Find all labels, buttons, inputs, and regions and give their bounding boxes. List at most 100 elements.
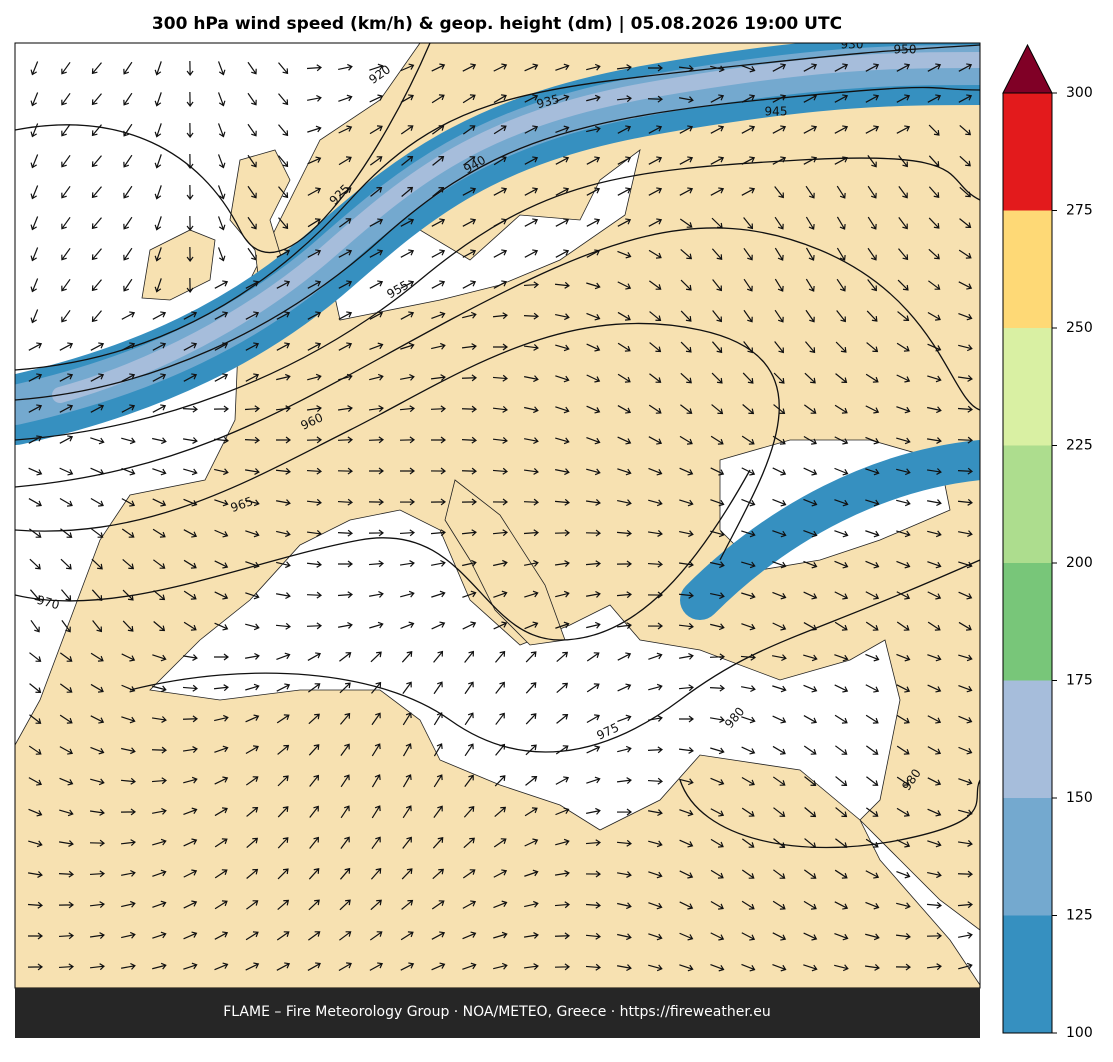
wind-arrow (214, 468, 229, 476)
wind-arrow (431, 931, 446, 940)
wind-arrow (680, 310, 692, 322)
wind-arrow (306, 622, 322, 630)
wind-arrow (370, 899, 382, 911)
wind-arrow (896, 776, 910, 786)
wind-arrow (59, 683, 73, 693)
wind-arrow (896, 530, 911, 538)
wind-arrow (804, 404, 817, 414)
wind-arrow (834, 964, 849, 972)
wind-arrow (679, 778, 694, 786)
wind-arrow (244, 468, 260, 475)
wind-arrow (957, 375, 973, 382)
wind-arrow (898, 186, 908, 199)
wind-arrow (154, 278, 162, 293)
wind-arrow (958, 654, 973, 662)
wind-arrow (679, 809, 694, 817)
wind-arrow (433, 681, 443, 695)
wind-arrow (401, 186, 414, 197)
wind-arrow (865, 933, 880, 941)
wind-arrow (804, 776, 817, 786)
wind-arrow (400, 373, 415, 381)
wind-arrow (29, 683, 42, 694)
wind-arrow (123, 154, 133, 168)
wind-arrow (400, 590, 415, 598)
wind-arrow (555, 249, 570, 258)
wind-arrow (741, 561, 756, 569)
wind-arrow (926, 437, 942, 444)
wind-arrow (617, 125, 632, 134)
wind-arrow (494, 775, 506, 787)
wind-arrow (30, 92, 39, 107)
wind-arrow (121, 373, 136, 382)
wind-arrow (836, 216, 846, 230)
wind-arrow (462, 94, 476, 104)
wind-arrow (121, 437, 136, 445)
wind-arrow (741, 498, 756, 507)
wind-arrow (648, 933, 663, 941)
wind-arrow (710, 623, 725, 631)
wind-arrow (867, 247, 877, 261)
wind-arrow (246, 900, 259, 910)
wind-arrow (277, 899, 290, 911)
wind-arrow (217, 92, 226, 107)
wind-arrow (154, 247, 162, 262)
wind-arrow (29, 714, 42, 724)
map-area: 9209259309359409459509559609659709759809… (15, 43, 980, 988)
wind-arrow (307, 652, 321, 661)
wind-arrow (276, 342, 291, 351)
wind-arrow (523, 498, 539, 506)
wind-arrow (834, 560, 849, 569)
wind-arrow (338, 311, 353, 320)
wind-arrow (772, 963, 787, 972)
wind-arrow (431, 559, 446, 567)
wind-arrow (711, 341, 723, 354)
wind-arrow (524, 156, 539, 165)
wind-arrow (523, 963, 539, 970)
wind-arrow (741, 963, 756, 972)
wind-arrow (90, 404, 105, 413)
contour-label: 935 (535, 92, 561, 111)
wind-arrow (463, 156, 476, 166)
wind-arrow (586, 343, 601, 352)
wind-arrow (926, 901, 942, 909)
wind-arrow (28, 808, 43, 817)
wind-arrow (339, 931, 352, 941)
wind-arrow (337, 498, 353, 506)
wind-arrow (896, 499, 911, 507)
wind-arrow (896, 745, 910, 755)
wind-arrow (958, 684, 973, 693)
wind-arrow (648, 964, 663, 972)
wind-arrow (151, 777, 167, 785)
wind-arrow (152, 437, 167, 445)
wind-arrow (277, 744, 290, 755)
colorbar-tick-label: 225 (1066, 438, 1093, 454)
wind-arrow (927, 746, 942, 755)
wind-arrow (586, 745, 601, 754)
wind-arrow (245, 745, 259, 755)
wind-arrow (555, 807, 570, 816)
wind-arrow (772, 900, 786, 910)
wind-arrow (554, 498, 570, 506)
wind-arrow (151, 746, 167, 754)
wind-arrow (958, 344, 973, 352)
wind-arrow (90, 373, 105, 382)
wind-arrow (710, 808, 725, 817)
wind-arrow (679, 870, 694, 879)
wind-arrow (616, 622, 632, 630)
wind-arrow (927, 311, 941, 321)
wind-arrow (278, 217, 289, 230)
wind-arrow (464, 712, 474, 726)
wind-arrow (245, 683, 260, 691)
wind-arrow (214, 280, 229, 289)
wind-arrow (679, 839, 694, 848)
wind-arrow (400, 621, 415, 630)
wind-arrow (896, 468, 911, 476)
wind-arrow (59, 777, 74, 786)
wind-arrow (957, 840, 973, 847)
wind-arrow (464, 743, 474, 757)
wind-arrow (524, 807, 538, 817)
wind-arrow (585, 932, 601, 940)
wind-arrow (711, 372, 723, 384)
wind-arrow (958, 621, 972, 631)
wind-arrow (431, 94, 445, 104)
